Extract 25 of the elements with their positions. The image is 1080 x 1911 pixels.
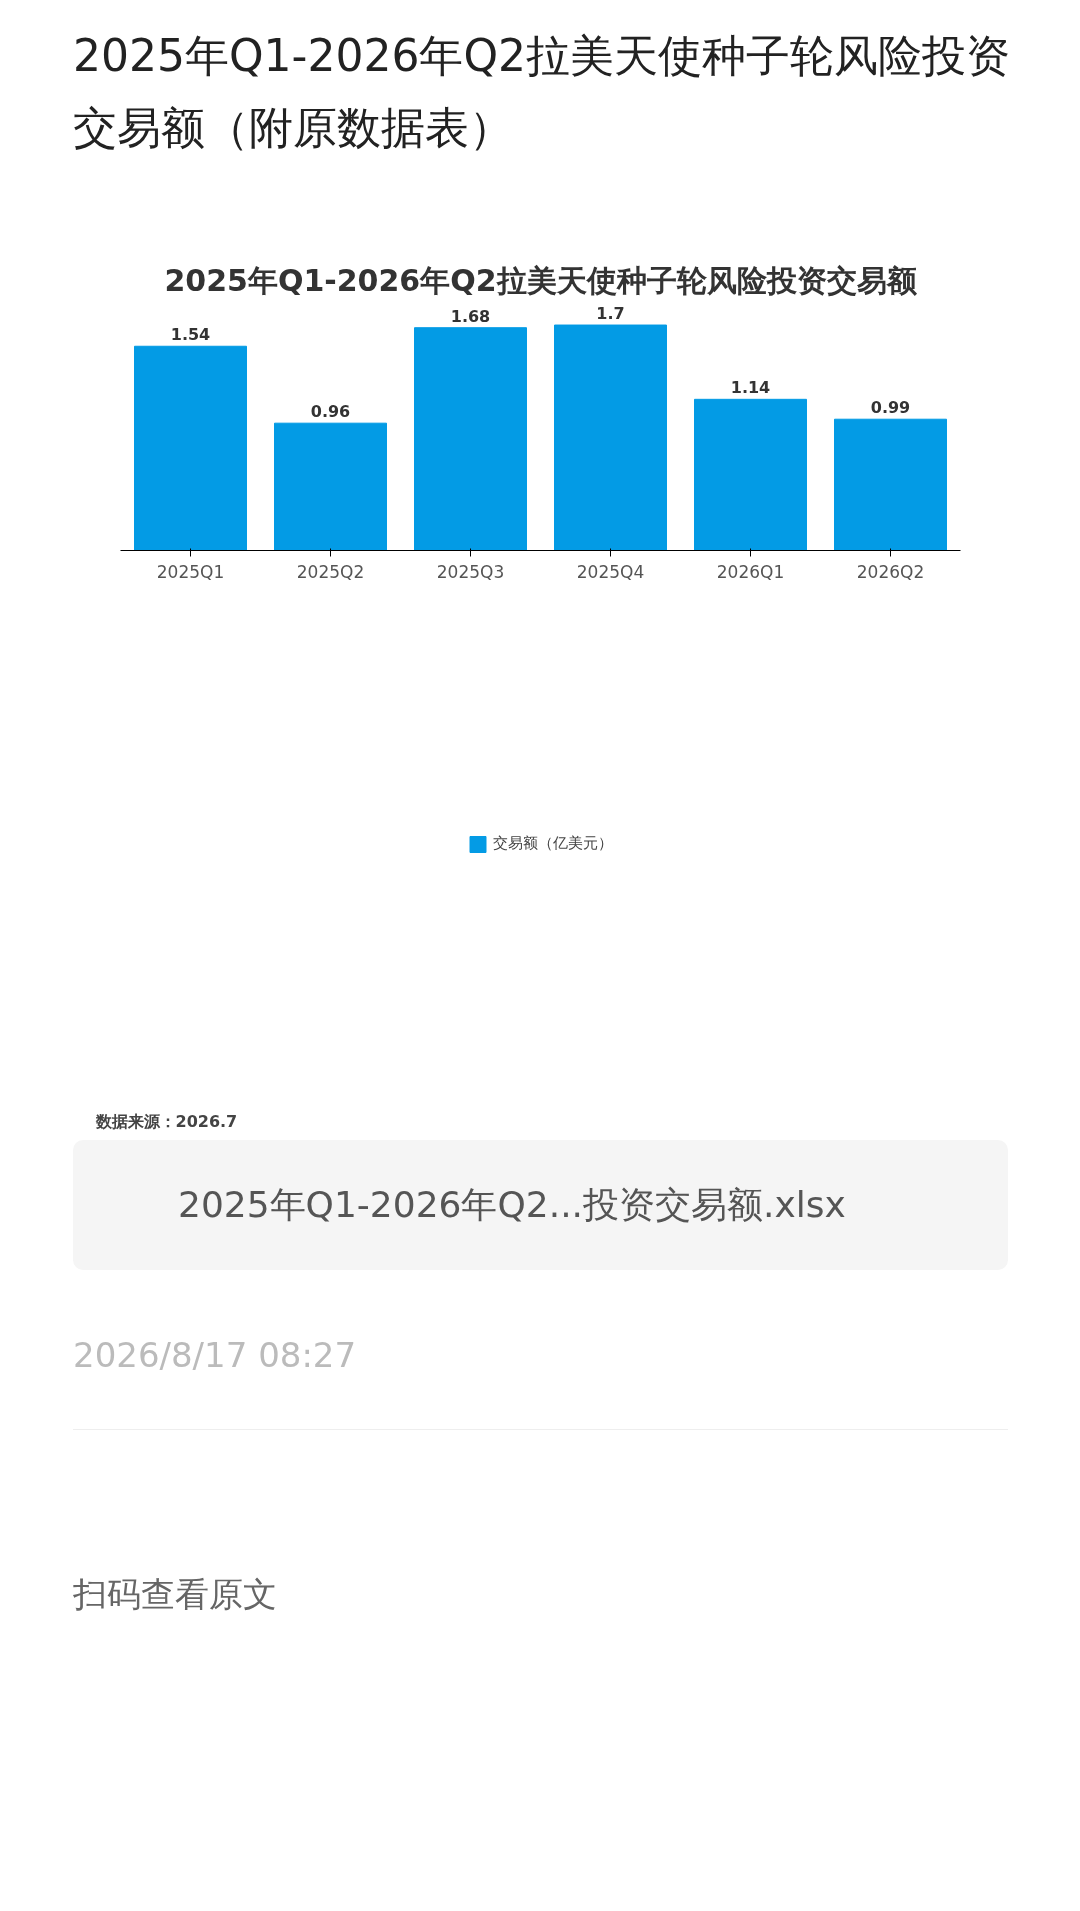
legend-label: 交易额（亿美元） [492,834,613,854]
x-tick-label: 2025Q1 [156,561,225,582]
bar [694,398,807,551]
x-tick-label: 2025Q3 [436,561,505,582]
bar [414,327,527,551]
bar [554,324,667,551]
data-label: 0.96 [310,402,351,422]
data-label: 1.54 [170,325,211,345]
bar [274,422,387,551]
text: 2025年Q1-2026年Q2...投资交易额.xlsx [178,1183,846,1227]
data-label: 0.99 [870,398,911,418]
x-tick-label: 2026Q1 [716,561,785,582]
data-label: 1.68 [450,306,491,326]
x-tick-label: 2025Q4 [576,561,645,582]
source-note: 数据来源：2026.7 [94,1111,238,1131]
bar [834,418,947,551]
chart-subtitle: 2025年Q1-2026年Q2拉美天使种子轮风险投资交易额 [164,262,917,298]
text: 2026/8/17 08:27 [73,1334,357,1377]
data-label: 1.14 [730,378,771,398]
x-tick-label: 2026Q2 [856,561,925,582]
chart-title: 2025年Q1-2026年Q2拉美天使种子轮风险投资交易额（附原数据表） [73,29,1012,155]
x-tick-label: 2025Q2 [296,561,365,582]
bar [134,345,247,551]
text: 扫码查看原文 [73,1573,277,1616]
data-label: 1.7 [596,304,625,324]
